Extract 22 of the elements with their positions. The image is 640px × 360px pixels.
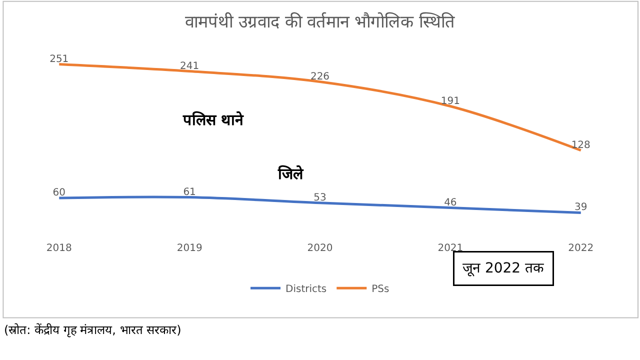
data-label: 53 — [314, 192, 326, 204]
legend-label: Districts — [286, 284, 327, 295]
text: (स्रोत: केंद्रीय गृह मंत्रालय, भारत सरकार) — [4, 323, 182, 338]
annotation: जिले — [277, 165, 304, 183]
x-tick-label: 2020 — [307, 243, 333, 254]
data-label: 128 — [571, 140, 590, 151]
data-label: 226 — [310, 71, 330, 82]
chart-title: वामपंथी उग्रवाद की वर्तमान भौगोलिक स्थिति — [184, 12, 456, 33]
annotation: पलिस थाने — [182, 111, 244, 129]
x-tick-label: 2022 — [568, 243, 594, 254]
x-tick-label: 2021 — [438, 243, 464, 254]
data-label: 39 — [574, 202, 588, 214]
data-label: 251 — [50, 54, 69, 65]
x-tick-label: 2019 — [176, 243, 202, 254]
text: जून 2022 तक — [462, 260, 544, 276]
data-label: 61 — [183, 186, 196, 198]
legend-label: PSs — [372, 284, 390, 295]
data-label: 191 — [440, 96, 460, 107]
data-label: 60 — [52, 187, 66, 198]
data-label: 46 — [444, 197, 457, 208]
data-label: 241 — [180, 60, 200, 72]
x-tick-label: 2018 — [46, 243, 72, 254]
